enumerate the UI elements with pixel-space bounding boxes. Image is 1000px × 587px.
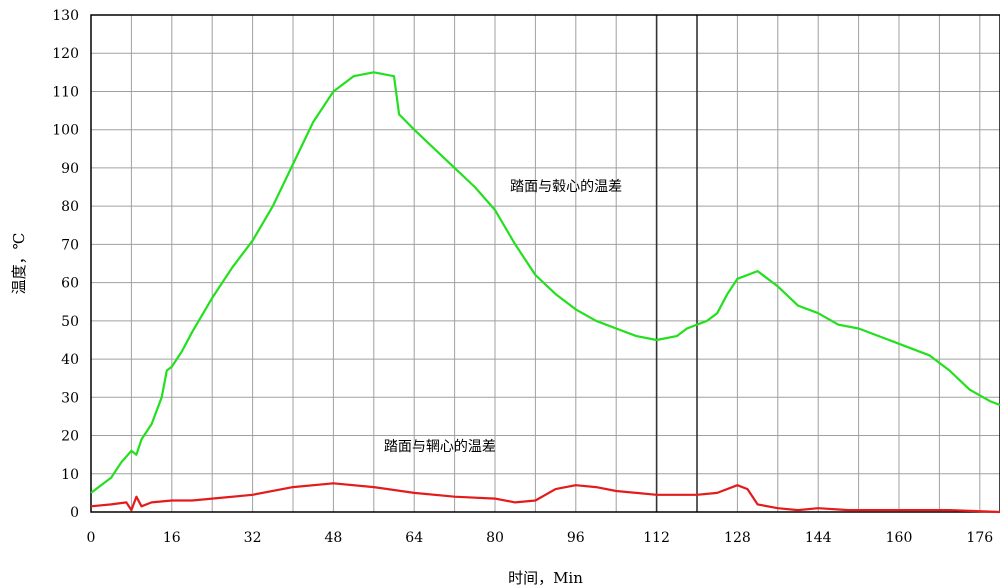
y-tick-label: 30 — [61, 390, 79, 406]
x-tick-label: 144 — [805, 530, 832, 546]
series-line — [90, 482, 1000, 514]
series-group — [90, 71, 1000, 514]
x-tick-label: 160 — [886, 530, 913, 546]
y-tick-label: 50 — [61, 314, 79, 330]
y-axis-label: 温度，℃ — [10, 233, 28, 295]
x-tick-label: 112 — [643, 530, 670, 546]
x-tick-label: 80 — [486, 530, 504, 546]
x-axis-label: 时间，Min — [508, 569, 583, 587]
x-tick-label: 32 — [244, 530, 262, 546]
y-tick-label: 70 — [61, 237, 79, 253]
y-tick-label: 100 — [52, 123, 79, 139]
y-tick-label: 0 — [70, 505, 79, 521]
y-tick-label: 60 — [61, 276, 79, 292]
series-line — [90, 71, 1000, 494]
series-annotation: 踏面与毂心的温差 — [510, 179, 622, 195]
y-tick-label: 130 — [52, 8, 79, 24]
x-tick-label: 0 — [87, 530, 96, 546]
y-tick-label: 80 — [61, 199, 79, 215]
x-tick-label: 64 — [405, 530, 423, 546]
y-tick-label: 10 — [61, 467, 79, 483]
y-tick-labels: 0 10 20 30 40 50 60 70 80 90 100 110 120 130 — [52, 8, 79, 521]
y-tick-label: 90 — [61, 161, 79, 177]
plot-frame — [90, 14, 1000, 513]
x-tick-label: 48 — [324, 530, 342, 546]
x-tick-label: 16 — [163, 530, 181, 546]
grid — [91, 15, 1000, 512]
x-tick-label: 128 — [724, 530, 751, 546]
x-tick-label: 176 — [966, 530, 993, 546]
y-tick-label: 120 — [52, 46, 79, 62]
y-tick-label: 20 — [61, 429, 79, 445]
x-tick-label: 96 — [567, 530, 585, 546]
vertical-markers — [655, 15, 698, 512]
series-annotation: 踏面与辋心的温差 — [384, 439, 496, 455]
y-tick-label: 110 — [52, 84, 79, 100]
y-tick-label: 40 — [61, 352, 79, 368]
x-tick-labels: 0 16 32 48 64 80 96 112 128 144 160 176 — [87, 530, 994, 546]
